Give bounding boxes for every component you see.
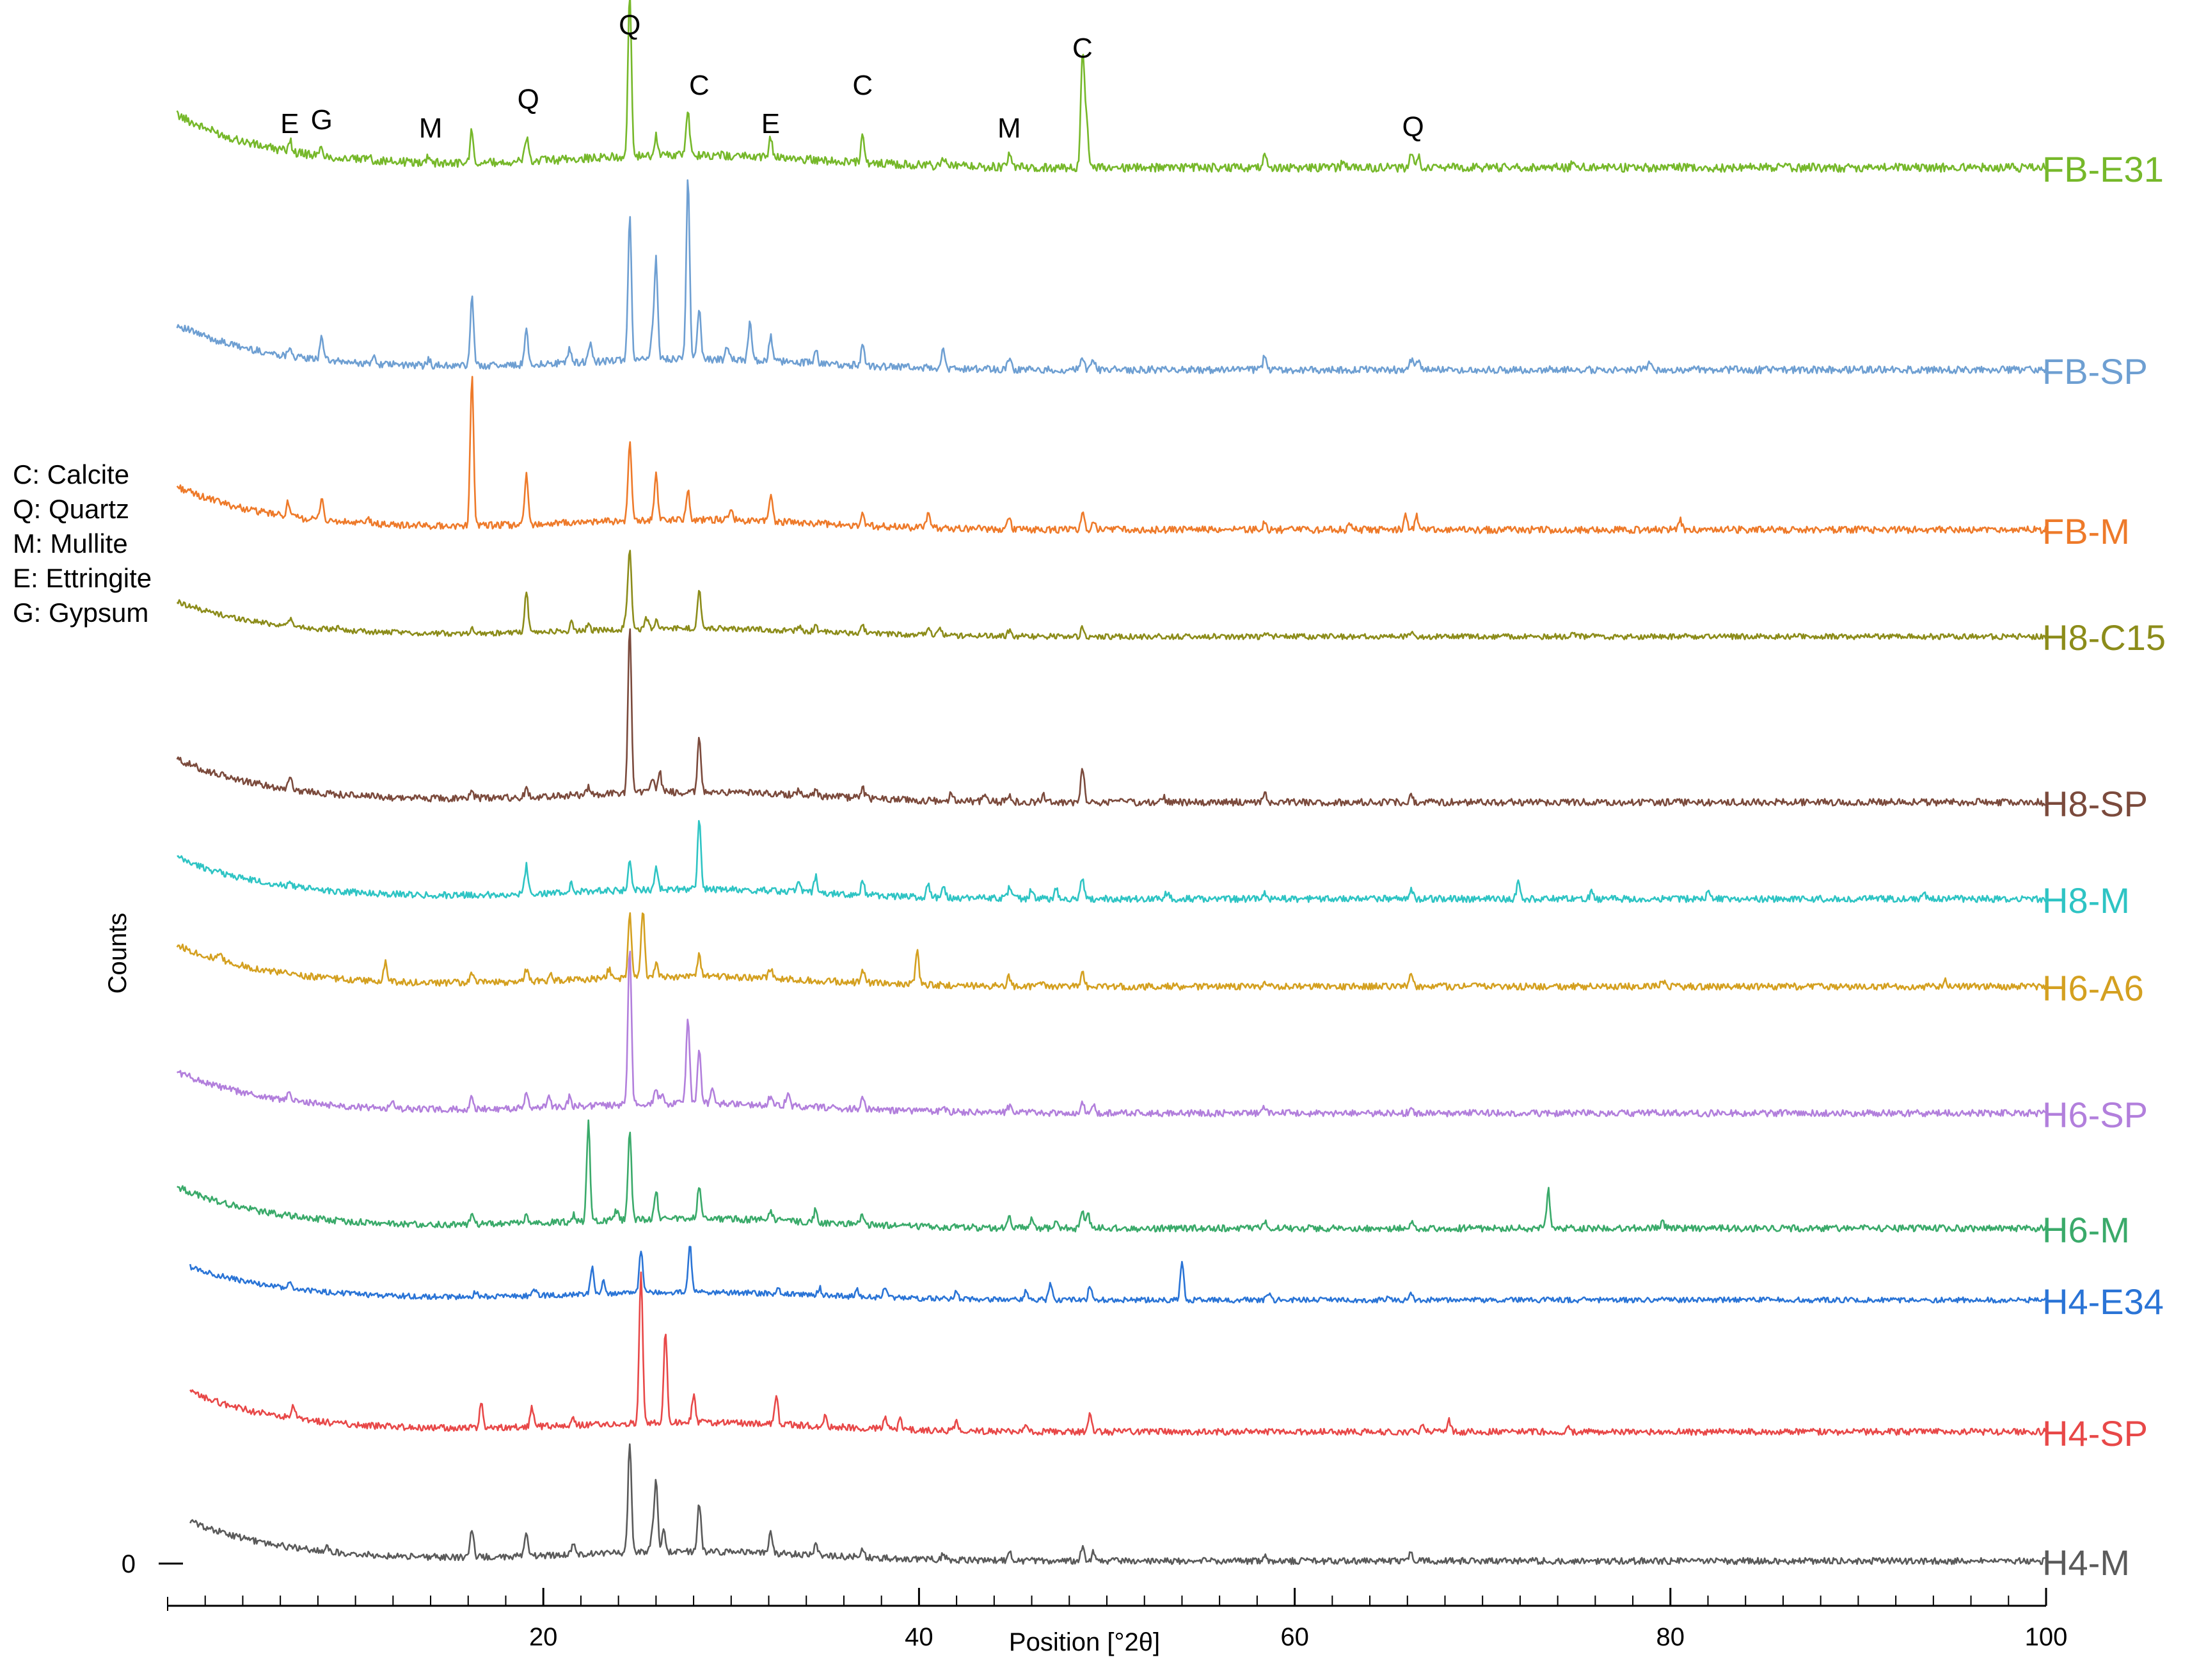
series-label: FB-SP <box>2042 351 2148 392</box>
legend-entry: E: Ettringite <box>13 563 152 593</box>
series-label: H4-M <box>2042 1542 2130 1583</box>
peak-label: C <box>1072 33 1093 64</box>
series-fb-e31: FB-E31 <box>176 0 2164 189</box>
series-h8-sp: H8-SP <box>176 628 2148 824</box>
series-fb-sp: FB-SP <box>176 179 2148 392</box>
series-line <box>189 1246 2046 1304</box>
series-line <box>176 0 2047 173</box>
series-h8-c15: H8-C15 <box>176 550 2166 658</box>
series-line <box>177 1119 2047 1233</box>
x-tick-label: 40 <box>905 1623 933 1651</box>
peak-label: M <box>419 113 443 144</box>
series-line <box>176 550 2047 640</box>
series-label: H8-SP <box>2042 784 2148 824</box>
legend-entry: Q: Quartz <box>13 494 129 524</box>
series-label: H4-E34 <box>2042 1281 2164 1322</box>
x-tick-label: 20 <box>529 1623 558 1651</box>
legend-entry: G: Gypsum <box>13 598 148 628</box>
x-tick-label: 60 <box>1280 1623 1309 1651</box>
y-tick-label: 0 <box>122 1550 136 1578</box>
series-line <box>176 628 2046 807</box>
peak-label: E <box>761 108 780 139</box>
series-line <box>176 951 2046 1118</box>
series-line <box>189 1443 2046 1565</box>
legend-entry: M: Mullite <box>13 528 128 559</box>
peak-label: M <box>997 113 1021 144</box>
series-h8-m: H8-M <box>177 820 2130 921</box>
x-tick-label: 100 <box>2025 1623 2068 1651</box>
series-line <box>176 376 2047 534</box>
peak-label: E <box>280 108 299 139</box>
series-line <box>176 179 2047 374</box>
series-h6-sp: H6-SP <box>176 951 2148 1135</box>
peak-label: C <box>689 70 710 101</box>
series-h4-e34: H4-E34 <box>189 1246 2164 1322</box>
y-axis-title: Counts <box>104 913 132 994</box>
x-axis-title: Position [°2θ] <box>1009 1628 1160 1656</box>
series-label: H8-M <box>2042 880 2130 921</box>
series-label: H4-SP <box>2042 1413 2148 1454</box>
series-h6-m: H6-M <box>177 1119 2130 1250</box>
series-line <box>177 820 2047 903</box>
series-label: H6-A6 <box>2042 968 2144 1008</box>
series-h4-m: H4-M <box>189 1443 2130 1583</box>
peak-label: Q <box>619 10 640 41</box>
phase-legend: C: Calcite Q: Quartz M: Mullite E: Ettri… <box>13 459 152 628</box>
peak-label: G <box>311 104 333 136</box>
series-layer: FB-E31 FB-SP FB-M H8-C15 H8-SP H8-M H6-A6 H6-SP… <box>176 0 2166 1583</box>
series-label: FB-M <box>2042 511 2130 551</box>
x-axis-ticks: 20 40 60 80 100 <box>204 1588 2068 1651</box>
peak-label: Q <box>1402 111 1424 143</box>
peak-label: C <box>852 70 873 101</box>
series-label: H6-SP <box>2042 1095 2148 1135</box>
series-label: H8-C15 <box>2042 617 2166 658</box>
series-line <box>189 1271 2047 1436</box>
series-label: H6-M <box>2042 1210 2130 1250</box>
series-fb-m: FB-M <box>176 376 2130 551</box>
series-h4-sp: H4-SP <box>189 1271 2148 1454</box>
legend-entry: C: Calcite <box>13 459 129 489</box>
series-line <box>176 912 2047 991</box>
series-h6-a6: H6-A6 <box>176 912 2144 1008</box>
peak-label: Q <box>518 84 539 115</box>
x-tick-label: 80 <box>1656 1623 1685 1651</box>
series-label: FB-E31 <box>2042 149 2164 189</box>
